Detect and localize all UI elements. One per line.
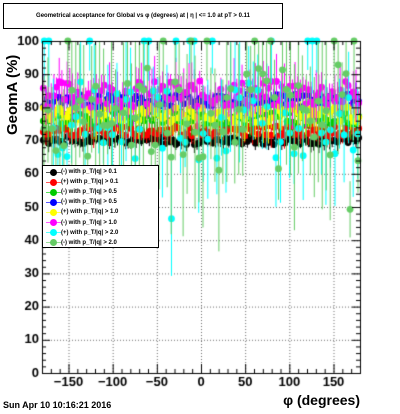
legend-entry: (-) with p_T/|q| > 1.0: [45, 217, 158, 227]
legend-label: (+) with p_T/|q| > 1.0: [61, 209, 119, 216]
legend-label: (-) with p_T/|q| > 0.5: [61, 199, 117, 206]
legend-label: (-) with p_T/|q| > 2.0: [61, 239, 117, 246]
legend-label: (+) with p_T/|q| > 0.1: [61, 179, 119, 186]
legend-marker: [46, 239, 61, 247]
legend-marker: [46, 168, 61, 176]
x-axis-label: φ (degrees): [283, 392, 360, 408]
legend-entry: (-) with p_T/|q| > 0.5: [45, 187, 158, 197]
legend-label: (-) with p_T/|q| > 0.5: [61, 189, 117, 196]
legend-entry: (+) with p_T/|q| > 1.0: [45, 207, 158, 217]
chart-legend: (-) with p_T/|q| > 0.1 (+) with p_T/|q| …: [42, 165, 159, 248]
legend-marker: [46, 229, 61, 237]
legend-entry: (-) with p_T/|q| > 0.5: [45, 197, 158, 207]
legend-label: (-) with p_T/|q| > 1.0: [61, 219, 117, 226]
legend-label: (+) with p_T/|q| > 2.0: [61, 229, 119, 236]
y-axis-label: GeomA (%): [4, 54, 21, 135]
legend-entry: (+) with p_T/|q| > 2.0: [45, 228, 158, 238]
legend-marker: [46, 188, 61, 196]
legend-entry: (-) with p_T/|q| > 2.0: [45, 238, 158, 248]
legend-entry: (-) with p_T/|q| > 0.1: [45, 167, 158, 177]
legend-entry: (+) with p_T/|q| > 0.1: [45, 177, 158, 187]
legend-marker: [46, 178, 61, 186]
legend-label: (-) with p_T/|q| > 0.1: [61, 169, 117, 176]
legend-marker: [46, 208, 61, 216]
timestamp-footer: Sun Apr 10 10:16:21 2016: [3, 400, 112, 410]
chart-title: Geometrical acceptance for Global vs φ (…: [3, 3, 283, 29]
legend-marker: [46, 219, 61, 227]
legend-marker: [46, 198, 61, 206]
